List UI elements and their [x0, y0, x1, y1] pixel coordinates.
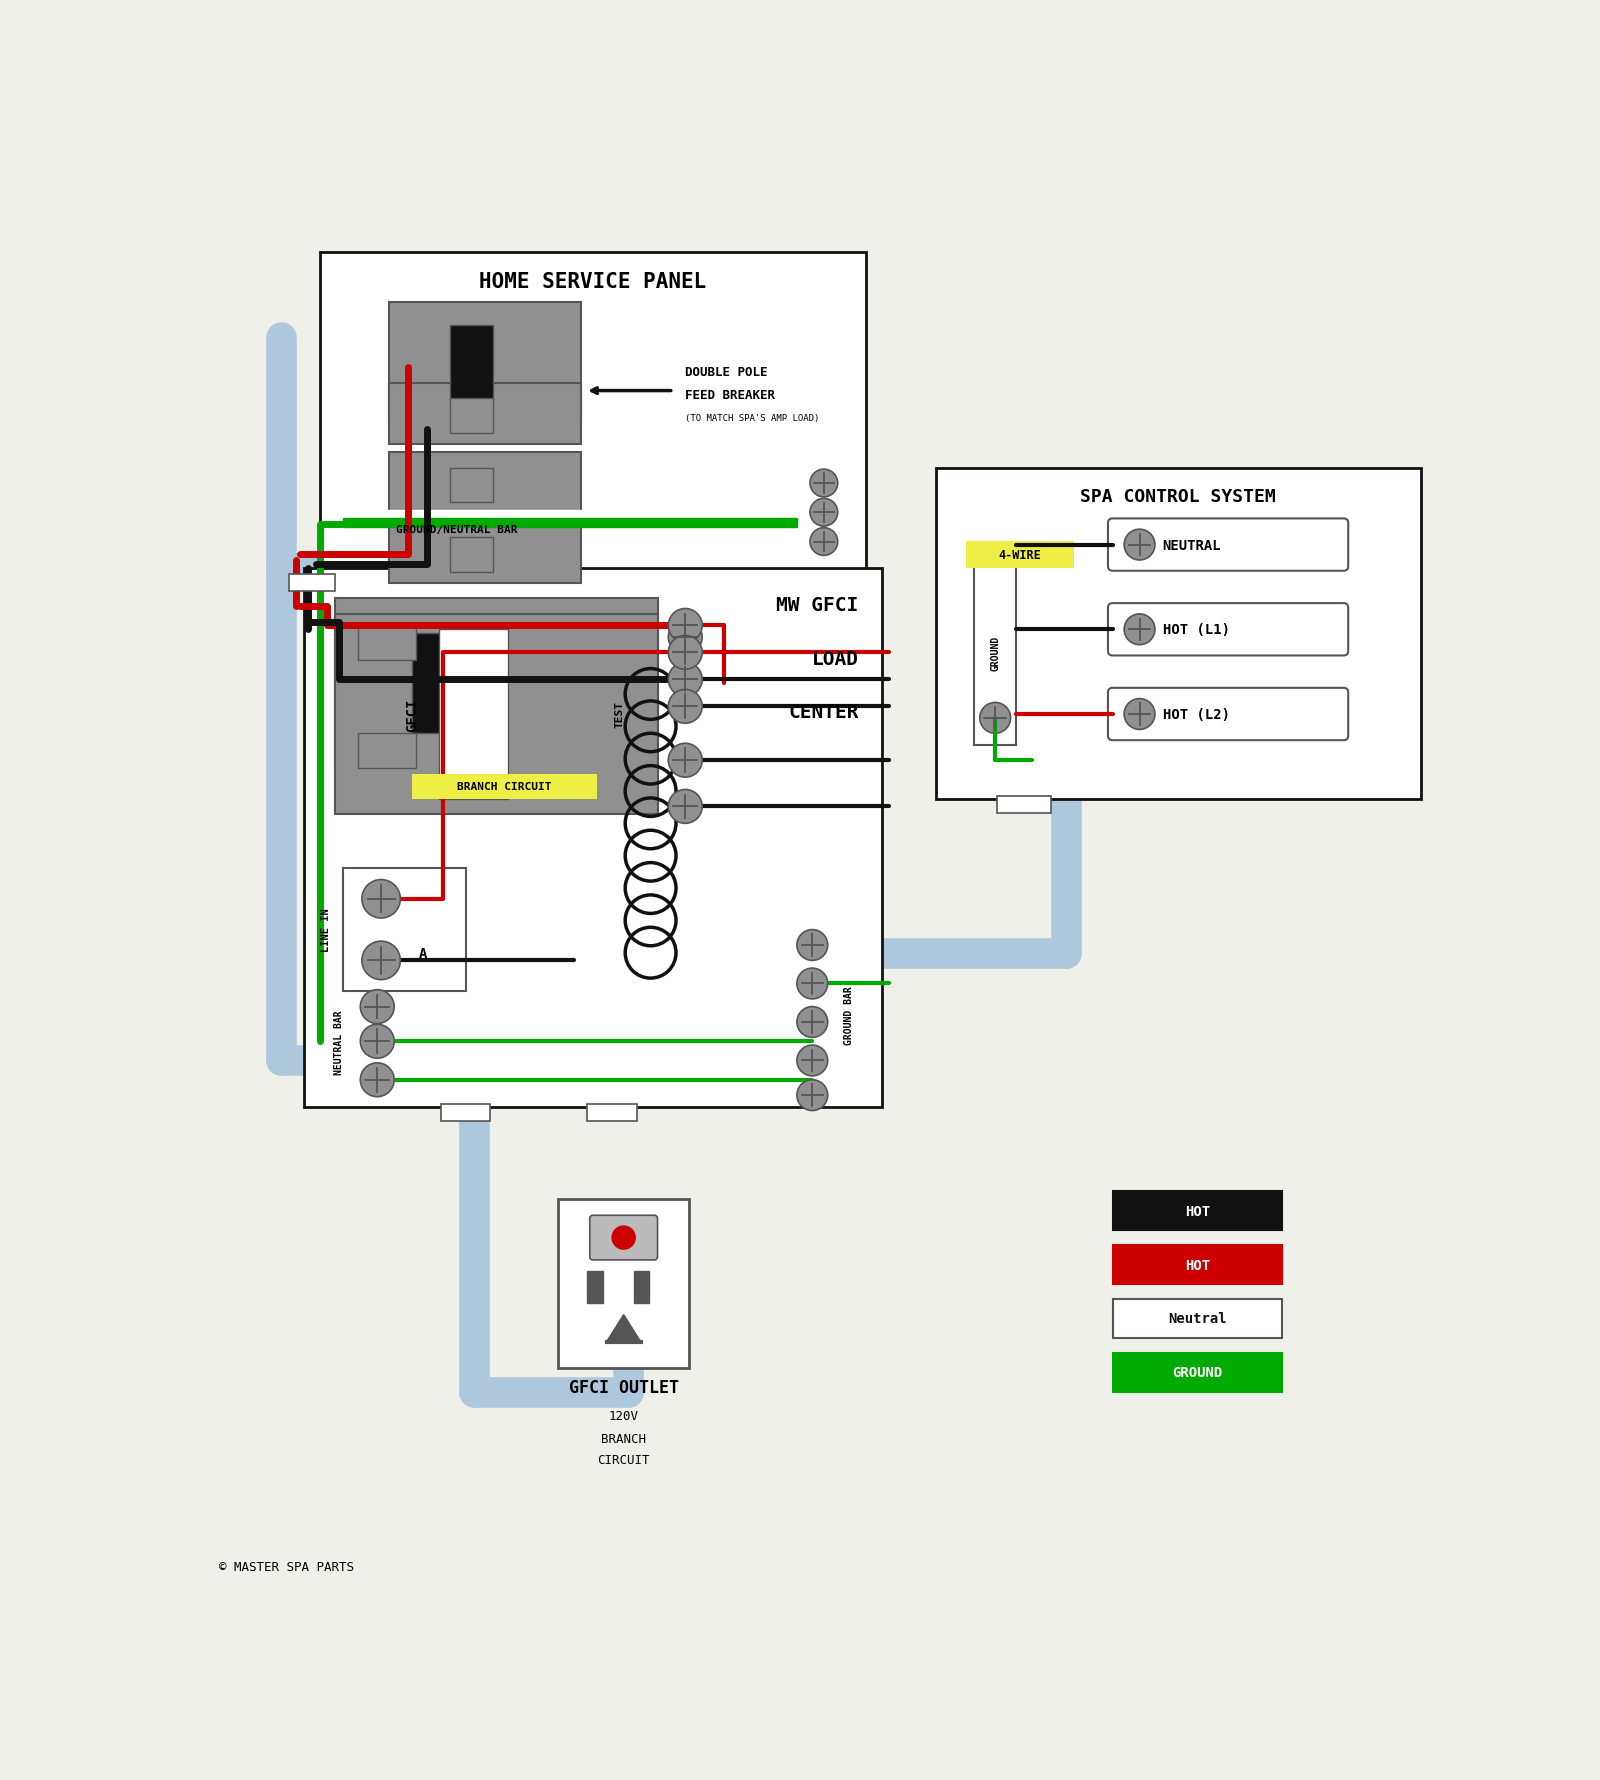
- Text: (TO MATCH SPA'S AMP LOAD): (TO MATCH SPA'S AMP LOAD): [685, 413, 819, 424]
- Text: © MASTER SPA PARTS: © MASTER SPA PARTS: [219, 1559, 355, 1574]
- FancyBboxPatch shape: [358, 733, 416, 769]
- Text: 4-WIRE: 4-WIRE: [998, 548, 1042, 561]
- FancyBboxPatch shape: [358, 627, 416, 660]
- Circle shape: [669, 635, 702, 669]
- Circle shape: [797, 1045, 827, 1077]
- Text: SPA CONTROL SYSTEM: SPA CONTROL SYSTEM: [1080, 488, 1275, 506]
- FancyBboxPatch shape: [451, 399, 493, 434]
- Text: FEED BREAKER: FEED BREAKER: [685, 388, 776, 402]
- FancyBboxPatch shape: [411, 634, 474, 733]
- Text: A: A: [419, 947, 427, 959]
- Text: LOAD: LOAD: [811, 650, 859, 668]
- FancyBboxPatch shape: [1112, 1353, 1282, 1392]
- Circle shape: [1125, 700, 1155, 730]
- FancyBboxPatch shape: [590, 1216, 658, 1260]
- Bar: [342, 518, 797, 527]
- Text: HOME SERVICE PANEL: HOME SERVICE PANEL: [480, 272, 707, 292]
- FancyBboxPatch shape: [451, 326, 493, 402]
- Circle shape: [797, 1007, 827, 1038]
- Text: NEUTRAL BAR: NEUTRAL BAR: [334, 1009, 344, 1073]
- Circle shape: [669, 790, 702, 824]
- Circle shape: [613, 1226, 635, 1250]
- Circle shape: [1125, 614, 1155, 646]
- FancyBboxPatch shape: [389, 522, 581, 584]
- Text: GROUND: GROUND: [1173, 1365, 1222, 1380]
- FancyBboxPatch shape: [438, 630, 509, 799]
- Text: BRANCH: BRANCH: [602, 1431, 646, 1445]
- Text: GROUND: GROUND: [990, 635, 1000, 671]
- Circle shape: [360, 1025, 394, 1059]
- Text: GFCI OUTLET: GFCI OUTLET: [568, 1378, 678, 1396]
- FancyBboxPatch shape: [334, 614, 658, 815]
- Text: HOT (L2): HOT (L2): [1163, 708, 1230, 721]
- FancyBboxPatch shape: [389, 452, 581, 514]
- FancyBboxPatch shape: [936, 468, 1421, 799]
- Circle shape: [797, 1080, 827, 1111]
- Circle shape: [810, 498, 838, 527]
- Bar: [634, 1271, 650, 1303]
- Bar: [587, 1271, 603, 1303]
- FancyBboxPatch shape: [966, 541, 1074, 568]
- Circle shape: [360, 1063, 394, 1096]
- Text: GROUND/NEUTRAL BAR: GROUND/NEUTRAL BAR: [397, 525, 518, 534]
- FancyBboxPatch shape: [389, 303, 581, 422]
- FancyBboxPatch shape: [411, 774, 597, 799]
- Text: CENTER: CENTER: [787, 703, 859, 723]
- Circle shape: [669, 744, 702, 778]
- Polygon shape: [606, 1315, 640, 1342]
- Circle shape: [669, 662, 702, 698]
- Circle shape: [979, 703, 1011, 733]
- Text: MW GFCI: MW GFCI: [776, 595, 859, 614]
- Text: TEST: TEST: [614, 701, 624, 728]
- Circle shape: [669, 691, 702, 724]
- Bar: [342, 511, 797, 518]
- Circle shape: [810, 529, 838, 555]
- Circle shape: [810, 470, 838, 498]
- FancyBboxPatch shape: [1112, 1246, 1282, 1283]
- Text: Neutral: Neutral: [1168, 1312, 1227, 1326]
- FancyBboxPatch shape: [997, 796, 1051, 813]
- Circle shape: [362, 942, 400, 981]
- Text: HOT: HOT: [1184, 1203, 1210, 1218]
- FancyBboxPatch shape: [974, 561, 1016, 746]
- Text: GFCI: GFCI: [405, 698, 419, 732]
- FancyBboxPatch shape: [558, 1200, 690, 1369]
- Text: CIRCUIT: CIRCUIT: [597, 1454, 650, 1467]
- Text: LINE IN: LINE IN: [320, 908, 331, 952]
- FancyBboxPatch shape: [1112, 1193, 1282, 1230]
- FancyBboxPatch shape: [442, 1104, 491, 1121]
- FancyBboxPatch shape: [1112, 1299, 1282, 1339]
- Text: HOT: HOT: [1184, 1258, 1210, 1273]
- Circle shape: [362, 879, 400, 918]
- FancyBboxPatch shape: [587, 1104, 637, 1121]
- Circle shape: [797, 968, 827, 999]
- Text: HOT (L1): HOT (L1): [1163, 623, 1230, 637]
- Circle shape: [669, 609, 702, 643]
- FancyBboxPatch shape: [334, 600, 658, 769]
- Text: 120V: 120V: [608, 1408, 638, 1422]
- Circle shape: [1125, 530, 1155, 561]
- FancyBboxPatch shape: [389, 384, 581, 445]
- FancyBboxPatch shape: [320, 253, 866, 584]
- Text: DOUBLE POLE: DOUBLE POLE: [685, 365, 768, 379]
- FancyBboxPatch shape: [1107, 520, 1349, 571]
- FancyBboxPatch shape: [288, 575, 334, 591]
- Circle shape: [360, 990, 394, 1023]
- FancyBboxPatch shape: [451, 538, 493, 571]
- Circle shape: [797, 931, 827, 961]
- Text: BRANCH CIRCUIT: BRANCH CIRCUIT: [458, 781, 552, 792]
- Text: NEUTRAL: NEUTRAL: [1163, 538, 1221, 552]
- FancyBboxPatch shape: [451, 468, 493, 504]
- FancyBboxPatch shape: [1107, 603, 1349, 657]
- Circle shape: [669, 621, 702, 655]
- FancyBboxPatch shape: [304, 568, 882, 1107]
- Text: GROUND BAR: GROUND BAR: [845, 986, 854, 1045]
- FancyBboxPatch shape: [1107, 689, 1349, 740]
